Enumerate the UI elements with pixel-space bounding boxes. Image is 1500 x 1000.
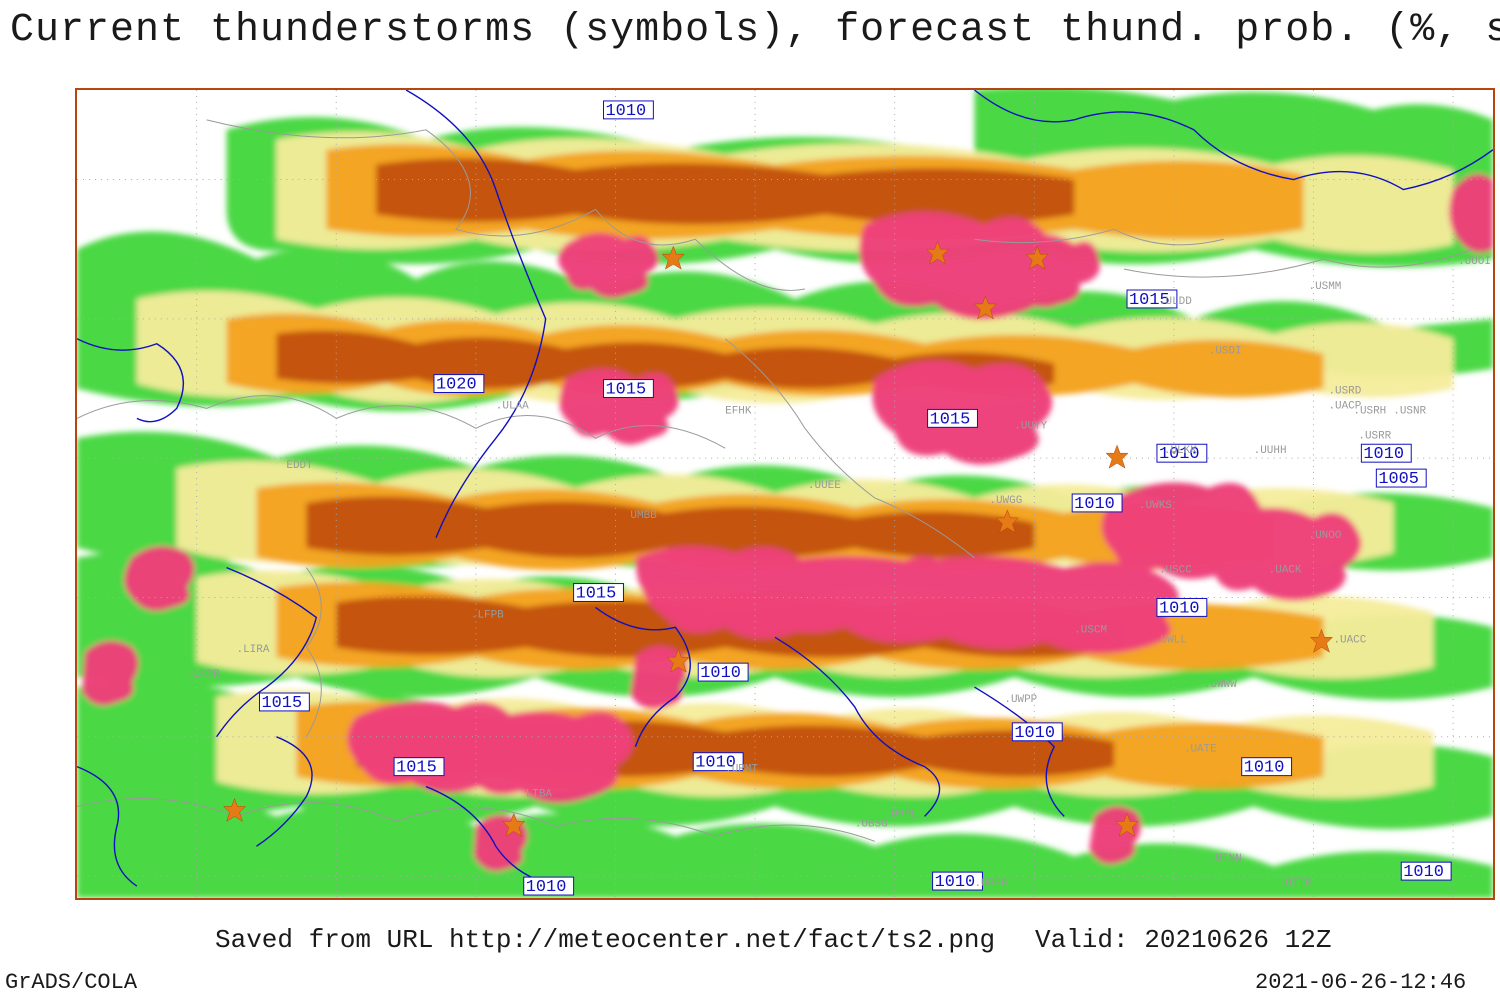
isobar-label-1010: 1010 [1157,598,1207,618]
svg-text:1015: 1015 [576,585,617,604]
station-code-label: .UUYY [1014,420,1047,432]
isobar-label-1010: 1010 [698,663,748,683]
station-code-label: .USCC [1159,565,1192,577]
map-canvas[interactable]: 1010 1015 1020 1015 1015 1010 1010 1005 1010 1015… [75,88,1495,900]
station-code-label: EFHK [725,405,752,417]
isobar-label-1015: 1015 [394,758,444,778]
timestamp-label: 2021-06-26-12:46 [1255,970,1466,995]
isobar-label-1015: 1015 [574,584,624,604]
station-code-label: .UUOI [1458,256,1491,268]
station-code-label: .UATE [1184,744,1217,756]
weather-map-app: Current thunderstorms (symbols), forecas… [0,0,1500,1000]
isobar-label-1015: 1015 [928,409,978,429]
station-code-label: .LFPB [471,609,504,621]
saved-from-url-label: Saved from URL http://meteocenter.net/fa… [215,925,995,955]
station-code-label: .USNR [1393,405,1426,417]
station-code-label: EDDT [286,460,313,472]
station-code-label: .UWGG [989,495,1022,507]
svg-text:1010: 1010 [1074,495,1115,514]
svg-text:1010: 1010 [700,664,741,683]
station-code-label: UMBB [630,510,657,522]
station-code-label: .LIRA [237,644,270,656]
svg-text:1010: 1010 [1244,759,1285,778]
station-code-label: LTBA [526,789,553,801]
station-code-label: .UBBB [974,878,1007,890]
station-code-label: .UUHH [1254,445,1287,457]
station-code-label: .ULAA [496,400,529,412]
station-code-label: .UACK [1269,565,1302,577]
isobar-label-1010: 1010 [1012,723,1062,743]
isobar-label-1020: 1020 [434,375,484,395]
station-code-label: .ULKK [1164,445,1197,457]
station-code-label: .LKPR [187,669,220,681]
svg-text:1010: 1010 [1014,724,1055,743]
svg-text:1015: 1015 [930,410,971,429]
svg-text:1015: 1015 [606,381,647,400]
isobar-label-1010: 1010 [1401,862,1451,882]
isobar-label-1010: 1010 [1072,494,1122,514]
isobar-label-1010: 1010 [1242,758,1292,778]
station-code-label: .URMT [725,764,758,776]
station-code-label: .UWKS [1139,500,1172,512]
station-code-label: .USMM [1309,281,1342,293]
map-svg: 1010 1015 1020 1015 1015 1010 1010 1005 1010 1015… [77,90,1493,898]
station-code-label: .USRD [1328,386,1361,398]
station-code-label: .USDI [1209,346,1242,358]
station-code-label: .URML [885,808,918,820]
isobar-label-1005: 1005 [1376,469,1426,489]
svg-text:1010: 1010 [935,873,976,892]
svg-text:1010: 1010 [1363,445,1404,464]
isobar-label-1010: 1010 [524,877,574,897]
grads-cola-label: GrADS/COLA [5,970,137,995]
station-code-label: .UBSG [855,818,888,830]
isobar-label-1015: 1015 [259,693,309,713]
station-code-label: .UUEE [808,480,841,492]
footer-section: Saved from URL http://meteocenter.net/fa… [0,915,1500,1000]
station-code-label: .UNOO [1309,530,1342,542]
station-code-label: .USRH [1353,405,1386,417]
station-code-label: .UACC [1333,634,1366,646]
station-code-label: .ULDD [1159,296,1192,308]
station-code-label: .UWWW [1204,679,1237,691]
valid-time-label: Valid: 20210626 12Z [1035,925,1331,955]
page-title: Current thunderstorms (symbols), forecas… [10,8,1500,53]
station-code-label: .UWPP [1004,694,1037,706]
svg-text:1015: 1015 [261,694,302,713]
station-code-label: .UWLL [1154,634,1187,646]
station-code-label: .USRR [1358,430,1391,442]
station-code-label: .UTTR [1279,878,1312,890]
svg-text:1020: 1020 [436,376,477,395]
svg-text:1005: 1005 [1378,470,1419,489]
isobar-label-1010: 1010 [1361,444,1411,464]
isobar-label-1010: 1010 [604,101,654,121]
svg-text:1010: 1010 [1159,599,1200,618]
station-code-label: .UTNN [1209,853,1242,865]
svg-text:1015: 1015 [396,759,437,778]
isobar-label-1015: 1015 [604,380,654,400]
station-code-label: .USCM [1074,624,1107,636]
svg-text:1010: 1010 [526,878,567,897]
svg-text:1010: 1010 [606,102,647,121]
svg-text:1010: 1010 [1403,863,1444,882]
